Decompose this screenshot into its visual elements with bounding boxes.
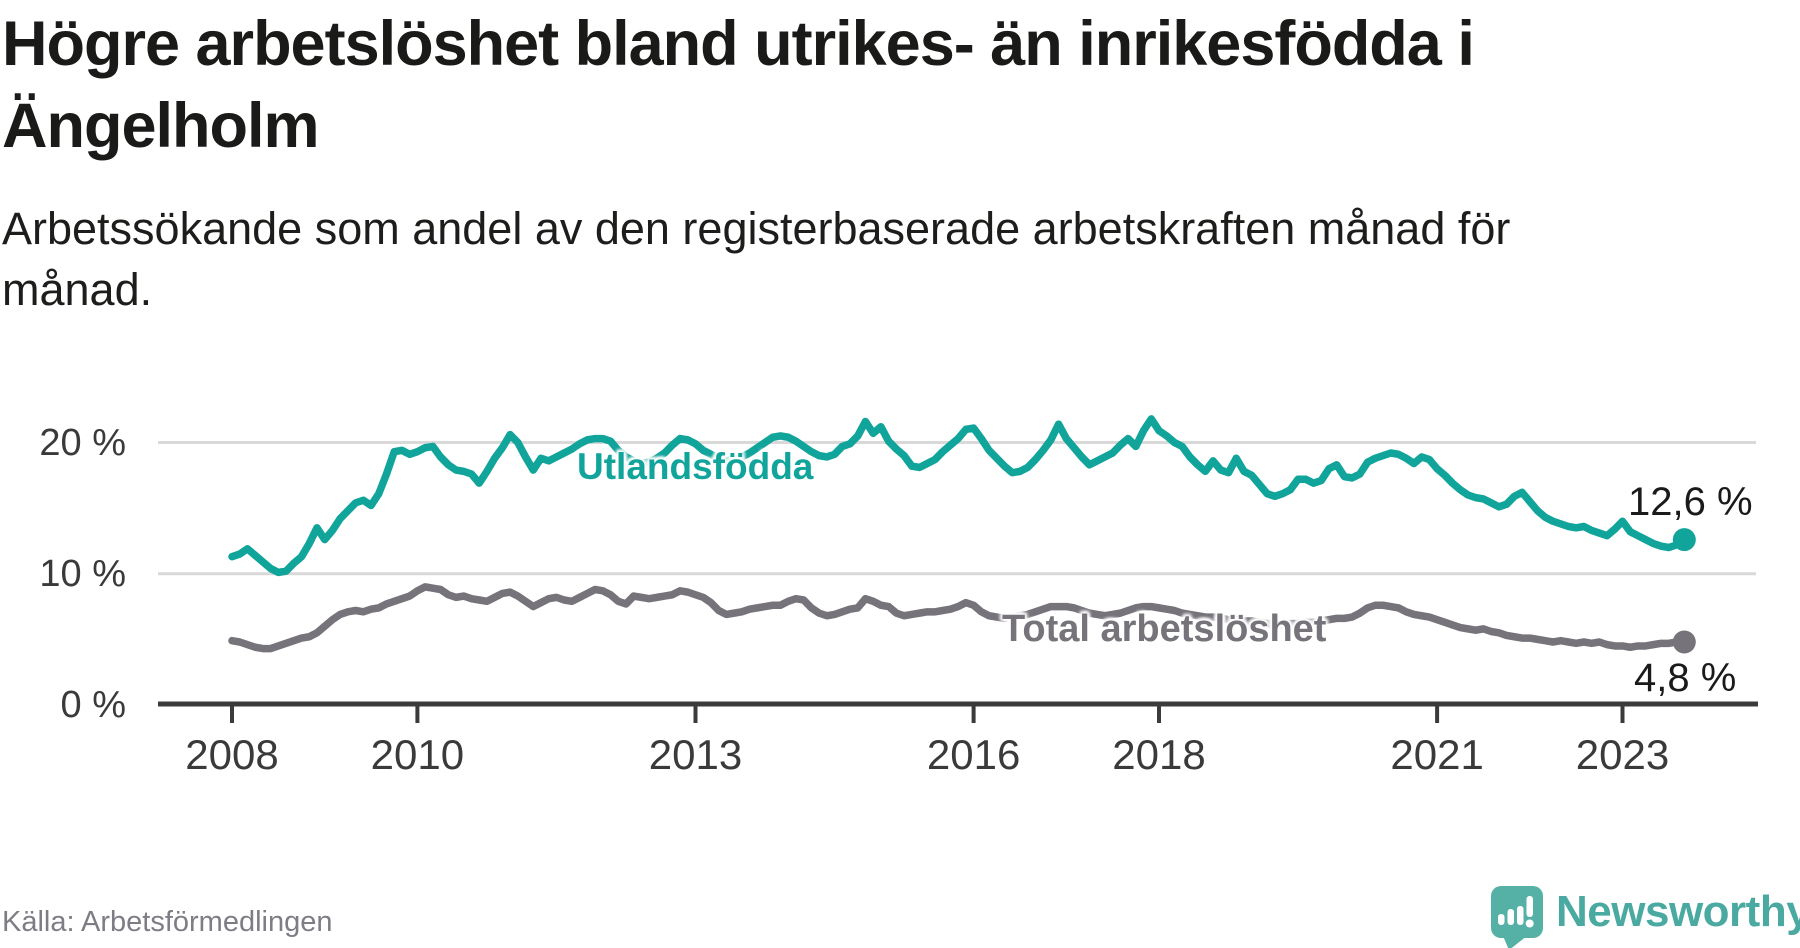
y-axis-tick-label: 20 % — [39, 421, 126, 464]
newsworthy-speech-bubble-bar-chart-icon — [1491, 886, 1543, 948]
end-value-label-utlandsfodda: 12,6 % — [1628, 480, 1753, 524]
x-axis-tick-label: 2016 — [926, 731, 1021, 778]
newsworthy-logo: Newsworthy — [1491, 886, 1800, 948]
chart-subtitle: Arbetssökande som andel av den registerb… — [2, 198, 1702, 320]
series-label-total-arbetsloshet: Total arbetslöshet — [1002, 608, 1327, 650]
brand-wordmark: Newsworthy — [1556, 887, 1800, 936]
page-title: Högre arbetslöshet bland utrikes- än inr… — [2, 3, 1782, 167]
x-axis-tick-label: 2008 — [185, 731, 279, 778]
subtitle-line-2: månad. — [2, 264, 153, 315]
title-line-1: Högre arbetslöshet bland utrikes- än inr… — [2, 9, 1475, 79]
end-value-label-total-arbetsloshet: 4,8 % — [1634, 656, 1737, 700]
source-credit: Källa: Arbetsförmedlingen — [2, 906, 333, 938]
x-axis-tick-label: 2010 — [370, 731, 465, 778]
x-axis-tick-label: 2021 — [1390, 731, 1484, 778]
x-axis-tick-label: 2023 — [1575, 731, 1670, 778]
x-axis-tick-label: 2018 — [1112, 731, 1206, 778]
series-label-utlandsfodda: Utlandsfödda — [577, 446, 814, 487]
title-line-2: Ängelholm — [2, 91, 320, 161]
y-axis-tick-label: 10 % — [39, 552, 126, 595]
y-axis-tick-label: 0 % — [60, 684, 126, 726]
subtitle-line-1: Arbetssökande som andel av den registerb… — [2, 203, 1511, 254]
x-axis-tick-label: 2013 — [648, 731, 743, 778]
